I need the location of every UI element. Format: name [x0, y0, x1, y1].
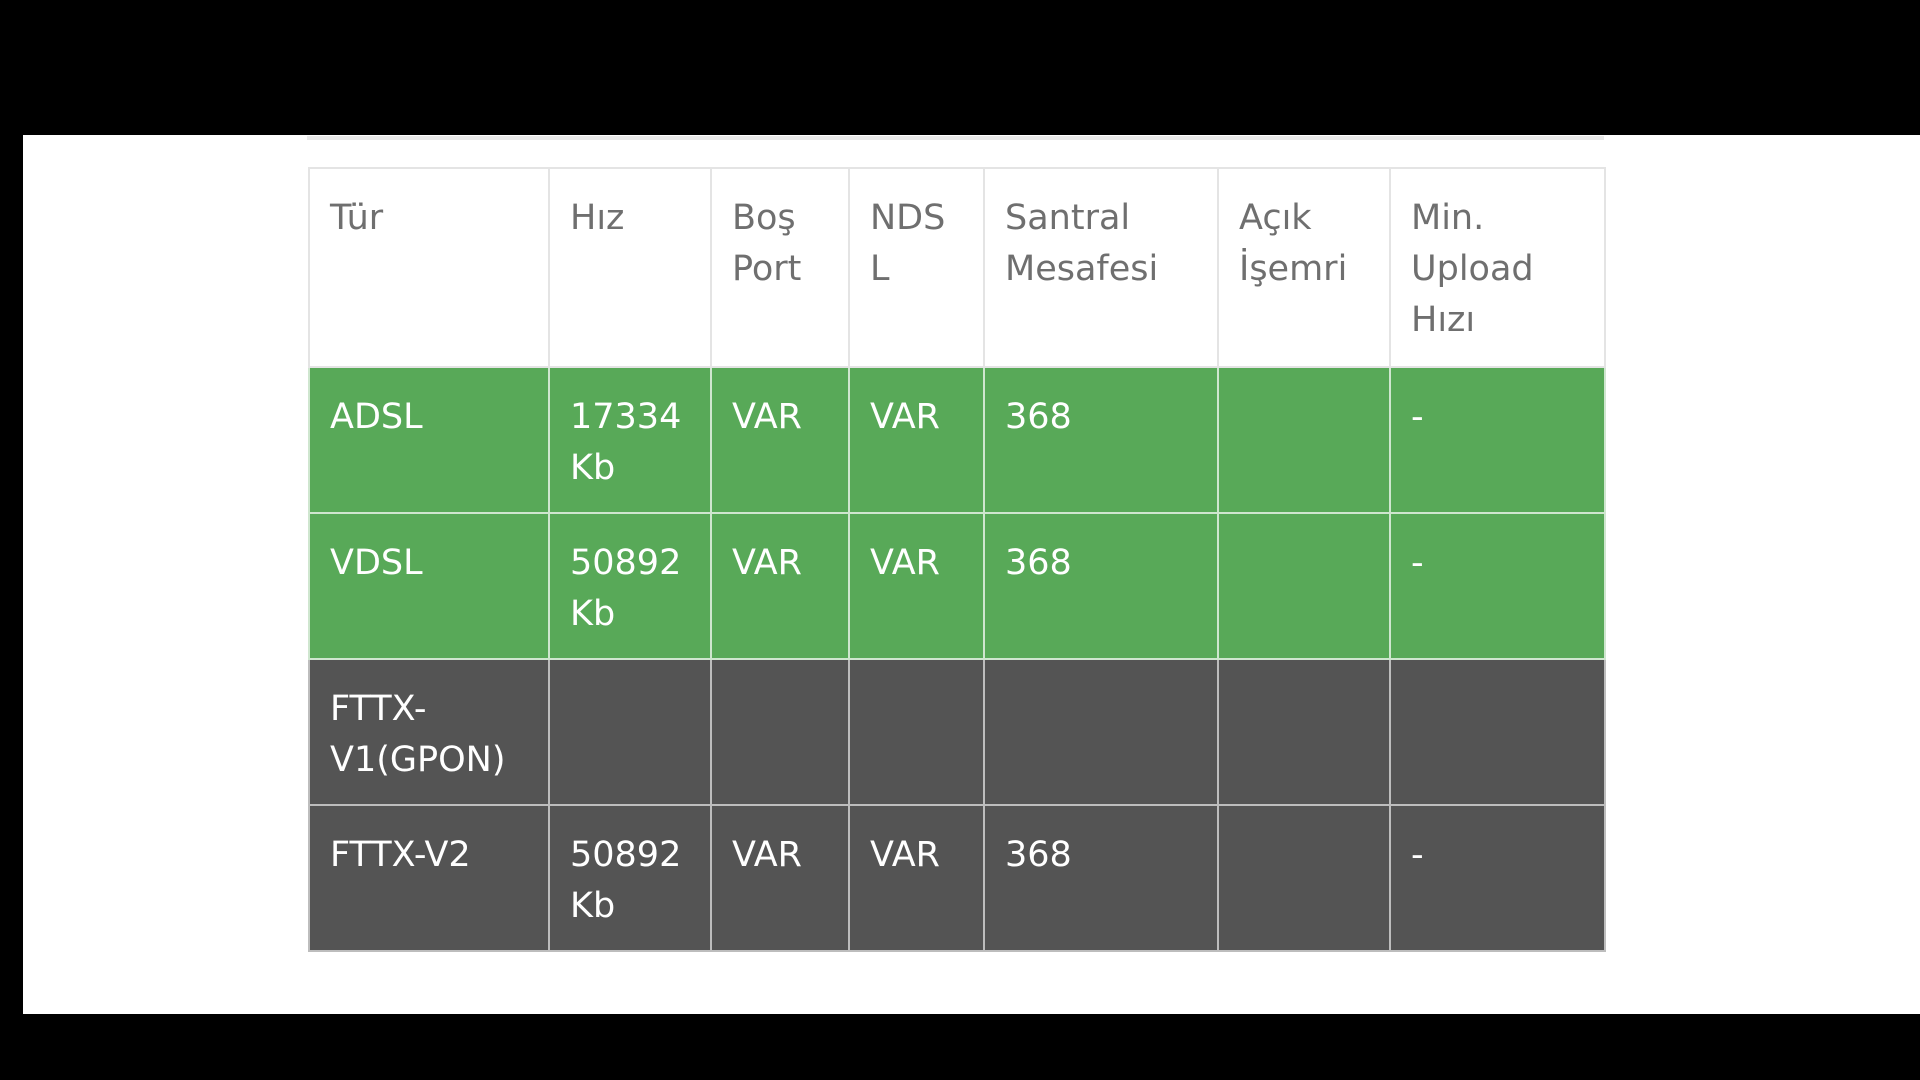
cell-bos-port: VAR	[710, 366, 850, 514]
cell-tur: VDSL	[308, 512, 550, 660]
speed-availability-table: Tür Hız Boş Port NDSL Santral Mesafesi A	[308, 167, 1606, 952]
table-header-row: Tür Hız Boş Port NDSL Santral Mesafesi A	[308, 167, 1606, 368]
cell-santral-mesafesi	[983, 658, 1219, 806]
top-divider	[307, 136, 1604, 140]
cell-text: 50892	[570, 835, 682, 875]
cell-text: VAR	[870, 397, 940, 437]
table-row: FTTX-V2 50892 Kb VAR VAR 368 -	[308, 804, 1606, 952]
cell-tur: FTTX- V1(GPON)	[308, 658, 550, 806]
header-hiz: Hız	[548, 167, 712, 368]
cell-text: -	[1411, 397, 1424, 437]
header-ndsl: NDSL	[848, 167, 985, 368]
cell-text: VAR	[732, 543, 802, 583]
cell-acik-isemri	[1217, 366, 1391, 514]
cell-bos-port: VAR	[710, 512, 850, 660]
cell-ndsl: VAR	[848, 366, 985, 514]
cell-text: Kb	[570, 886, 616, 926]
table-row: ADSL 17334 Kb VAR VAR 368 -	[308, 366, 1606, 514]
header-acik-isemri: Açık İşemri	[1217, 167, 1391, 368]
cell-text: VAR	[732, 835, 802, 875]
cell-text: 368	[1005, 543, 1072, 583]
table-body: ADSL 17334 Kb VAR VAR 368 - VDSL 50892 Kb VAR VAR 36…	[308, 366, 1606, 952]
cell-min-upload-hizi: -	[1389, 366, 1606, 514]
cell-tur: FTTX-V2	[308, 804, 550, 952]
cell-min-upload-hizi	[1389, 658, 1606, 806]
cell-ndsl: VAR	[848, 804, 985, 952]
cell-hiz: 50892 Kb	[548, 804, 712, 952]
cell-acik-isemri	[1217, 658, 1391, 806]
table-row: FTTX- V1(GPON)	[308, 658, 1606, 806]
cell-text: 368	[1005, 835, 1072, 875]
cell-ndsl	[848, 658, 985, 806]
cell-text: -	[1411, 835, 1424, 875]
cell-bos-port	[710, 658, 850, 806]
cell-text: FTTX-	[330, 689, 427, 729]
cell-text: ADSL	[330, 397, 423, 437]
cell-text: Kb	[570, 448, 616, 488]
table-row: VDSL 50892 Kb VAR VAR 368 -	[308, 512, 1606, 660]
header-tur: Tür	[308, 167, 550, 368]
cell-text: Kb	[570, 594, 616, 634]
cell-acik-isemri	[1217, 804, 1391, 952]
cell-text: VAR	[732, 397, 802, 437]
cell-santral-mesafesi: 368	[983, 804, 1219, 952]
cell-acik-isemri	[1217, 512, 1391, 660]
cell-tur: ADSL	[308, 366, 550, 514]
cell-santral-mesafesi: 368	[983, 512, 1219, 660]
cell-min-upload-hizi: -	[1389, 512, 1606, 660]
cell-text: V1(GPON)	[330, 740, 506, 780]
cell-hiz	[548, 658, 712, 806]
header-santral-mesafesi: Santral Mesafesi	[983, 167, 1219, 368]
cell-text: 368	[1005, 397, 1072, 437]
cell-text: 50892	[570, 543, 682, 583]
cell-hiz: 17334 Kb	[548, 366, 712, 514]
cell-text: VAR	[870, 543, 940, 583]
header-bos-port: Boş Port	[710, 167, 850, 368]
cell-text: VDSL	[330, 543, 423, 583]
cell-min-upload-hizi: -	[1389, 804, 1606, 952]
cell-bos-port: VAR	[710, 804, 850, 952]
cell-text: FTTX-V2	[330, 835, 471, 875]
cell-text: 17334	[570, 397, 682, 437]
cell-text: -	[1411, 543, 1424, 583]
header-min-upload-hizi: Min. Upload Hızı	[1389, 167, 1606, 368]
cell-santral-mesafesi: 368	[983, 366, 1219, 514]
cell-hiz: 50892 Kb	[548, 512, 712, 660]
cell-text: VAR	[870, 835, 940, 875]
cell-ndsl: VAR	[848, 512, 985, 660]
